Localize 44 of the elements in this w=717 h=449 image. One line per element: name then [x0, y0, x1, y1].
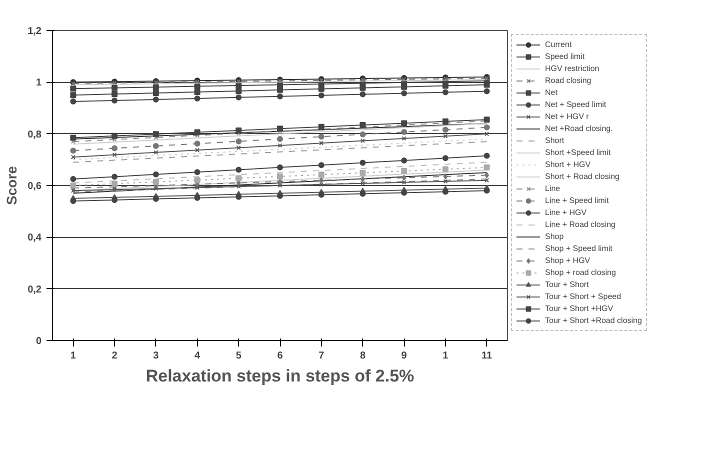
y-tick-label: 0 [36, 336, 42, 347]
legend-label: Shop + Speed limit [545, 243, 612, 254]
legend-label: Short +Speed limit [545, 147, 611, 158]
legend-label: Road closing [545, 75, 592, 86]
legend-label: HGV restriction [545, 63, 600, 74]
y-axis-title: Score [4, 166, 20, 205]
x-tick-label: 8 [360, 350, 366, 362]
legend-label: Short + HGV [545, 159, 591, 170]
legend-label: Tour + Short [545, 279, 589, 290]
legend-label: Line + Speed limit [545, 195, 609, 206]
legend-label: Tour + Short +HGV [545, 303, 614, 314]
y-tick-label: 0,2 [28, 284, 42, 296]
x-tick-label: 1 [70, 350, 76, 362]
legend-label: Line + Road closing [545, 219, 616, 230]
x-axis-title: Relaxation steps in steps of 2.5% [146, 366, 414, 386]
y-tick-label: 0,8 [28, 129, 42, 140]
legend-label: Tour + Short + Speed [545, 291, 622, 302]
y-tick-label: 0,4 [28, 232, 42, 244]
legend-label: Line + HGV [545, 207, 587, 218]
x-tick-label: 11 [482, 350, 493, 362]
legend-label: Net + HGV r [545, 111, 589, 122]
legend-label: Net [545, 87, 558, 98]
y-tick-label: 1 [36, 78, 42, 89]
x-tick-label: 7 [318, 350, 325, 362]
legend-label: Speed limit [545, 51, 585, 62]
legend-label: Current [545, 39, 572, 50]
x-tick-label: 9 [401, 350, 408, 362]
legend-label: Tour + Short +Road closing [545, 315, 642, 326]
legend-label: Short + Road closing [545, 171, 620, 182]
x-tick-label: 6 [277, 350, 284, 362]
legend-label: Line [545, 183, 562, 194]
x-tick-label: 4 [194, 350, 200, 362]
y-tick-label: 1,2 [28, 26, 42, 37]
x-tick-label: 1 [442, 350, 449, 362]
x-tick-label: 5 [236, 350, 242, 362]
legend-label: Shop + HGV [545, 255, 590, 266]
x-tick-label: 2 [112, 350, 118, 362]
legend-label: Short [545, 135, 565, 146]
y-tick-label: 0,6 [28, 181, 42, 192]
legend-label: Shop [545, 231, 565, 242]
legend-label: Net + Speed limit [545, 99, 606, 110]
x-tick-label: 3 [153, 350, 160, 362]
legend-label: Shop + road closing [545, 267, 616, 278]
legend-label: Net +Road closing. [545, 123, 613, 134]
